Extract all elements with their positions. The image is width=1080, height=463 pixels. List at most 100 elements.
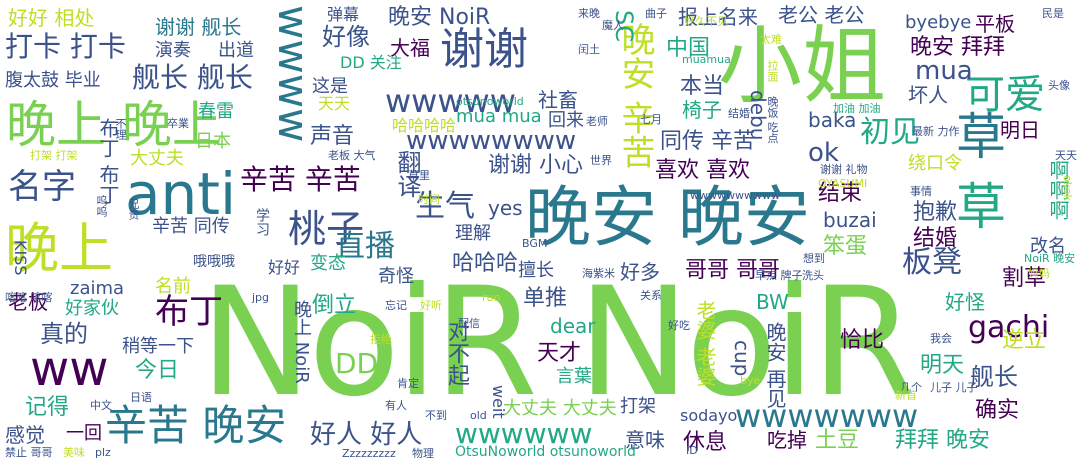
cloud-word: 生气 [415, 189, 475, 224]
cloud-word: 大丈夫 [130, 148, 184, 169]
cloud-word: 曲子 [645, 7, 667, 20]
cloud-word: 兄贵 [127, 198, 140, 220]
cloud-word: 倒立 [312, 293, 357, 318]
cloud-word: 抱歉 [913, 200, 958, 225]
cloud-word: 草里 [408, 169, 430, 182]
cloud-word: ok [808, 138, 839, 168]
cloud-word: 板凳 [902, 245, 962, 280]
cloud-word: okok [1061, 175, 1074, 201]
cloud-word: 我会 [930, 332, 952, 345]
cloud-word: 布丁 [155, 292, 223, 332]
cloud-word: 来晚 [578, 7, 600, 20]
cloud-word: 打架 打架 [30, 149, 78, 162]
cloud-word: 草 [948, 110, 1006, 160]
cloud-word: 翻译 [393, 150, 421, 198]
cloud-word: otsunoworld [456, 95, 524, 108]
cloud-word: 报上名来 [678, 5, 758, 29]
cloud-word: 腹太鼓 毕业 [5, 70, 101, 91]
cloud-word: mua mua [456, 106, 542, 127]
cloud-word: 恰比 [840, 328, 885, 353]
cloud-word: baka [808, 108, 857, 132]
cloud-word: 感觉 [5, 423, 45, 447]
cloud-word: 拉面 [766, 60, 779, 82]
cloud-word: 不到 [425, 409, 447, 422]
cloud-word: 晚安 辛苦 [615, 22, 655, 169]
cloud-word: 晚上 晚上 [6, 96, 222, 154]
cloud-word: run [482, 291, 501, 304]
cloud-word: 小姐 [718, 17, 887, 115]
cloud-word: 禁止 哥哥 [5, 446, 53, 459]
cloud-word: 大福 [390, 36, 430, 60]
cloud-word: 笨蛋 [823, 234, 868, 259]
cloud-word: 喜欢 喜欢 [655, 158, 750, 183]
cloud-word: 哈哈哈哈 [392, 116, 457, 135]
cloud-word: 对不起 [444, 320, 469, 386]
cloud-word: cup [730, 340, 754, 377]
cloud-word: NoiR 晚安 [1024, 252, 1076, 265]
cloud-word: 呜呜 [95, 195, 108, 217]
cloud-word: 日本 [195, 131, 231, 152]
cloud-word: OtsuNoworld otsunoworld [455, 444, 636, 460]
cloud-word: NoiR NoiR [200, 256, 915, 430]
cloud-word: 天天 [1055, 149, 1077, 162]
cloud-word: 晚安 NoiR [388, 5, 491, 30]
cloud-word: 结婚 [913, 226, 958, 251]
cloud-word: 土豆 [815, 428, 860, 453]
cloud-word: 物理 [412, 447, 434, 460]
cloud-word: 逆立 [1002, 328, 1047, 353]
cloud-word: 初见 [860, 115, 920, 150]
cloud-word: 单推 [523, 286, 568, 311]
cloud-word: debu [746, 90, 770, 141]
cloud-word: 魔人 [602, 19, 624, 32]
cloud-word: 晚安 晚安 [525, 179, 810, 256]
cloud-word: 割草 [1002, 266, 1047, 291]
cloud-word: wwwwwww [735, 397, 919, 435]
cloud-word: 日语 [130, 391, 152, 404]
cloud-word: 头像 [1048, 79, 1070, 92]
cloud-word: 明日 [1000, 118, 1040, 142]
cloud-word: 理解 [455, 223, 491, 244]
cloud-word: 回来 [548, 110, 584, 131]
cloud-word: 谢谢 小心 [488, 153, 583, 178]
cloud-word: 洗头 [802, 269, 824, 282]
cloud-word: 同传 辛苦 [660, 129, 755, 154]
cloud-word: zaima [70, 278, 125, 299]
cloud-word: 打架 [620, 396, 656, 417]
cloud-word: 这是 [312, 76, 348, 97]
cloud-word: 哦哦哦 [193, 254, 235, 270]
cloud-word: 演奏 [155, 40, 191, 61]
cloud-word: 明天 [920, 353, 965, 378]
cloud-word: BGM [522, 237, 548, 250]
cloud-word: old [470, 409, 487, 422]
cloud-word: 谢谢 [440, 24, 528, 75]
cloud-word: 天才 [537, 341, 582, 366]
cloud-word: 天天 [318, 94, 351, 113]
cloud-word: 坏人 [908, 83, 948, 107]
cloud-word: wwwwwwww [406, 126, 577, 156]
cloud-word: 辛苦 辛苦 [240, 163, 361, 196]
cloud-word: 记得 [25, 395, 70, 420]
cloud-word: sodayo [680, 406, 738, 425]
cloud-word: dear [550, 314, 596, 338]
cloud-word: 弹幕 [327, 5, 360, 24]
cloud-word: 有人 [385, 399, 407, 412]
cloud-word: 休息 [683, 430, 728, 455]
cloud-word: 布丁 布丁 [96, 118, 120, 205]
cloud-word: 关系 [640, 289, 662, 302]
cloud-word: 老婆 老婆 [693, 300, 717, 387]
cloud-word: 晚饭 吃点 [766, 96, 779, 144]
cloud-word: 好人 好人 [310, 420, 423, 450]
cloud-word: byebye [905, 12, 972, 33]
cloud-word: bye [740, 374, 761, 387]
cloud-word: 椅子 [682, 98, 722, 122]
cloud-word: 太难 [760, 33, 782, 46]
cloud-word: 海紫米 [582, 267, 615, 280]
cloud-word: 舰长 舰长 [132, 61, 253, 94]
cloud-word: 好听 [420, 299, 442, 312]
cloud-word: 绕口令 [908, 153, 962, 174]
cloud-word: 谢谢 舰长 [155, 15, 242, 39]
cloud-word: 好吃 [668, 319, 690, 332]
cloud-word: yes [488, 196, 523, 220]
cloud-word: 世界 [590, 154, 612, 167]
